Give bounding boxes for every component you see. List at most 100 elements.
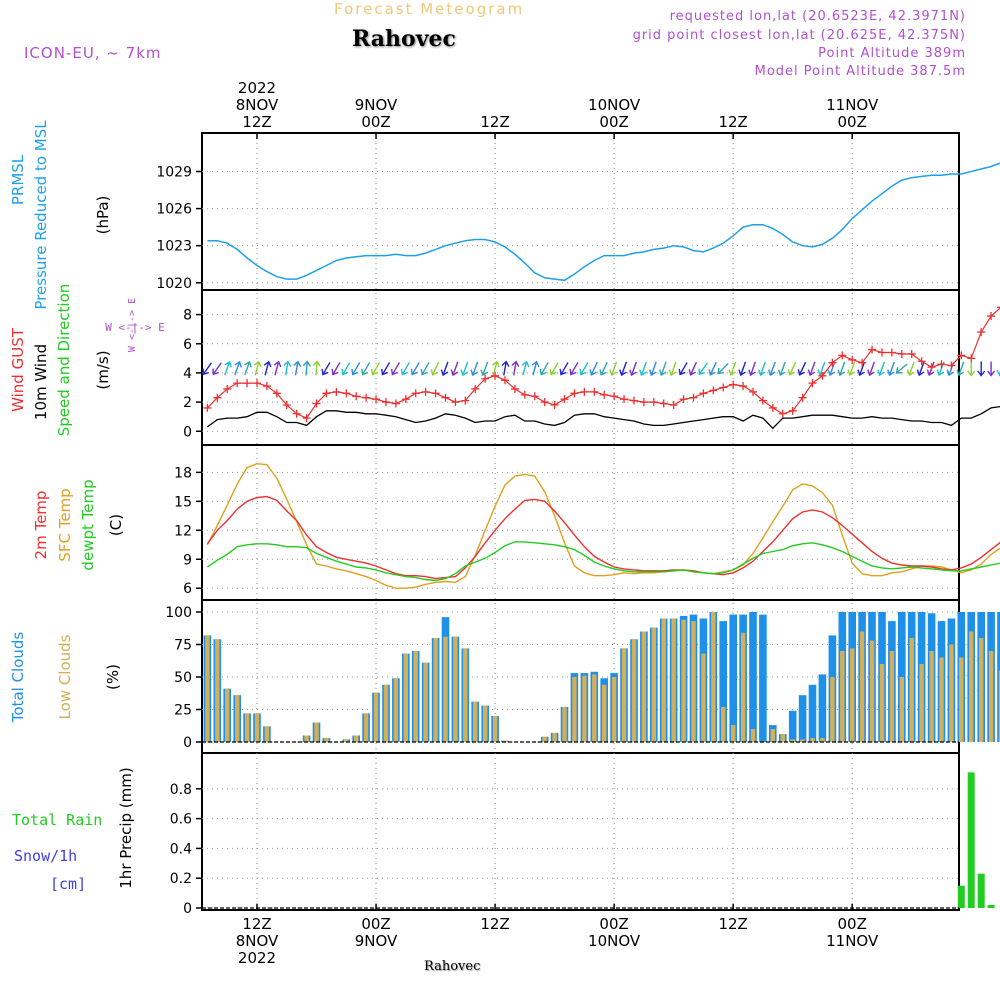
- gust-marker: [858, 358, 867, 367]
- requested-coords: requested lon,lat (20.6523E, 42.3971N): [669, 9, 966, 24]
- low-cloud-bar: [433, 638, 438, 742]
- bottom-time-label: 2022: [238, 949, 276, 967]
- panel-frame-pressure: [201, 132, 960, 291]
- panel-frame-wind: [201, 289, 960, 446]
- gust-marker: [659, 399, 668, 408]
- wind-arrow: [956, 361, 965, 377]
- y-axis-label-temperature: (C): [107, 514, 125, 536]
- y-axis-label-pressure: Pressure Reduced to MSL: [32, 120, 50, 310]
- low-cloud-bar: [483, 705, 488, 742]
- low-cloud-bar: [453, 636, 458, 742]
- low-cloud-bar: [463, 648, 468, 742]
- low-cloud-bar: [750, 729, 756, 742]
- y-axis-label-wind: (m/s): [94, 350, 112, 389]
- gust-marker: [749, 387, 757, 396]
- low-cloud-bar: [215, 639, 220, 742]
- gust-marker: [322, 389, 331, 398]
- cloud-bars: [203, 612, 1000, 742]
- wind-arrow: [351, 362, 361, 376]
- gust-marker: [887, 348, 896, 357]
- gust-marker: [798, 393, 807, 402]
- low-cloud-bar: [254, 713, 260, 742]
- low-cloud-bar: [602, 684, 607, 742]
- low-cloud-bar: [235, 695, 240, 742]
- wind-arrow: [390, 362, 401, 376]
- low-cloud-bar: [582, 675, 587, 742]
- wind-gust-line: [206, 307, 1000, 419]
- precip-bars: [957, 772, 995, 908]
- wind-arrow: [321, 362, 331, 376]
- wind-arrow: [341, 362, 351, 376]
- wind-arrow: [224, 360, 233, 376]
- low-cloud-bar: [542, 736, 547, 742]
- total-cloud-bar: [808, 684, 817, 742]
- wind-arrow: [234, 360, 243, 376]
- gust-marker: [639, 398, 648, 407]
- low-cloud-bar: [671, 618, 676, 742]
- precip-side-label: [cm]: [50, 875, 86, 893]
- gust-marker: [530, 392, 539, 401]
- wind-arrow: [569, 362, 579, 376]
- gust-marker: [967, 354, 976, 363]
- gust-marker: [451, 398, 460, 407]
- dewpt-line: [207, 541, 1000, 582]
- low-cloud-bar: [879, 664, 885, 742]
- low-cloud-bar: [701, 653, 706, 742]
- gust-marker: [262, 382, 271, 391]
- low-cloud-bar: [949, 644, 954, 742]
- top-time-label: 00Z: [361, 113, 390, 131]
- low-cloud-bar: [344, 739, 349, 742]
- total-cloud-bar: [788, 710, 797, 742]
- wind-arrow: [708, 361, 717, 376]
- gust-marker: [768, 403, 777, 412]
- total-cloud-bar: [818, 674, 827, 742]
- wind-arrow: [410, 362, 420, 376]
- y-tick-label: 2: [183, 395, 192, 411]
- low-cloud-bar: [393, 678, 399, 742]
- gust-marker: [243, 379, 252, 388]
- wind-arrow: [698, 362, 708, 376]
- wind-arrow: [629, 361, 638, 377]
- wind-arrow: [658, 361, 667, 377]
- wind-arrow: [787, 361, 797, 376]
- total-cloud-bar: [749, 612, 757, 742]
- wind-arrow: [470, 361, 479, 377]
- wind-arrow: [895, 363, 908, 374]
- wind-arrow: [668, 361, 677, 377]
- y-tick-label: 9: [183, 552, 192, 568]
- low-cloud-bar: [820, 738, 825, 742]
- wind-arrow: [867, 361, 876, 377]
- y-tick-label: 0: [183, 424, 192, 440]
- y-tick-label: 1020: [156, 276, 192, 292]
- y-tick-label: 1026: [156, 202, 192, 218]
- bottom-time-label: 12Z: [242, 915, 271, 933]
- low-cloud-bar: [988, 651, 994, 742]
- gust-marker: [699, 389, 708, 398]
- y-axis-label-wind: Speed and Direction: [55, 284, 73, 437]
- gust-marker: [401, 395, 410, 404]
- wind-arrow: [619, 361, 628, 377]
- wind-arrow: [717, 363, 729, 375]
- wind-arrow: [559, 362, 569, 376]
- y-axis-pressure: 1020 1023 1026 1029: [156, 164, 959, 292]
- gust-marker: [372, 395, 381, 404]
- low-cloud-bar: [810, 738, 815, 742]
- top-time-label: 11NOV: [826, 96, 879, 114]
- total-cloud-bar: [759, 614, 767, 742]
- compass-we-label: W <-|-> E: [105, 321, 165, 334]
- bottom-time-label: 00Z: [838, 915, 867, 933]
- top-time-label: 12Z: [242, 113, 271, 131]
- gust-marker: [491, 371, 500, 380]
- low-cloud-bar: [205, 635, 210, 742]
- bottom-time-label: 12Z: [718, 915, 747, 933]
- grid-point-coords: grid point closest lon,lat (20.625E, 42.…: [632, 28, 966, 43]
- gust-marker: [818, 371, 827, 380]
- low-cloud-bar: [889, 651, 895, 742]
- gust-marker: [868, 345, 877, 354]
- wind-arrow: [531, 360, 540, 376]
- gust-marker: [213, 393, 222, 402]
- wind-arrow: [599, 361, 608, 376]
- gust-marker: [501, 376, 509, 385]
- wind-arrow: [967, 361, 976, 377]
- gust-marker: [580, 387, 589, 396]
